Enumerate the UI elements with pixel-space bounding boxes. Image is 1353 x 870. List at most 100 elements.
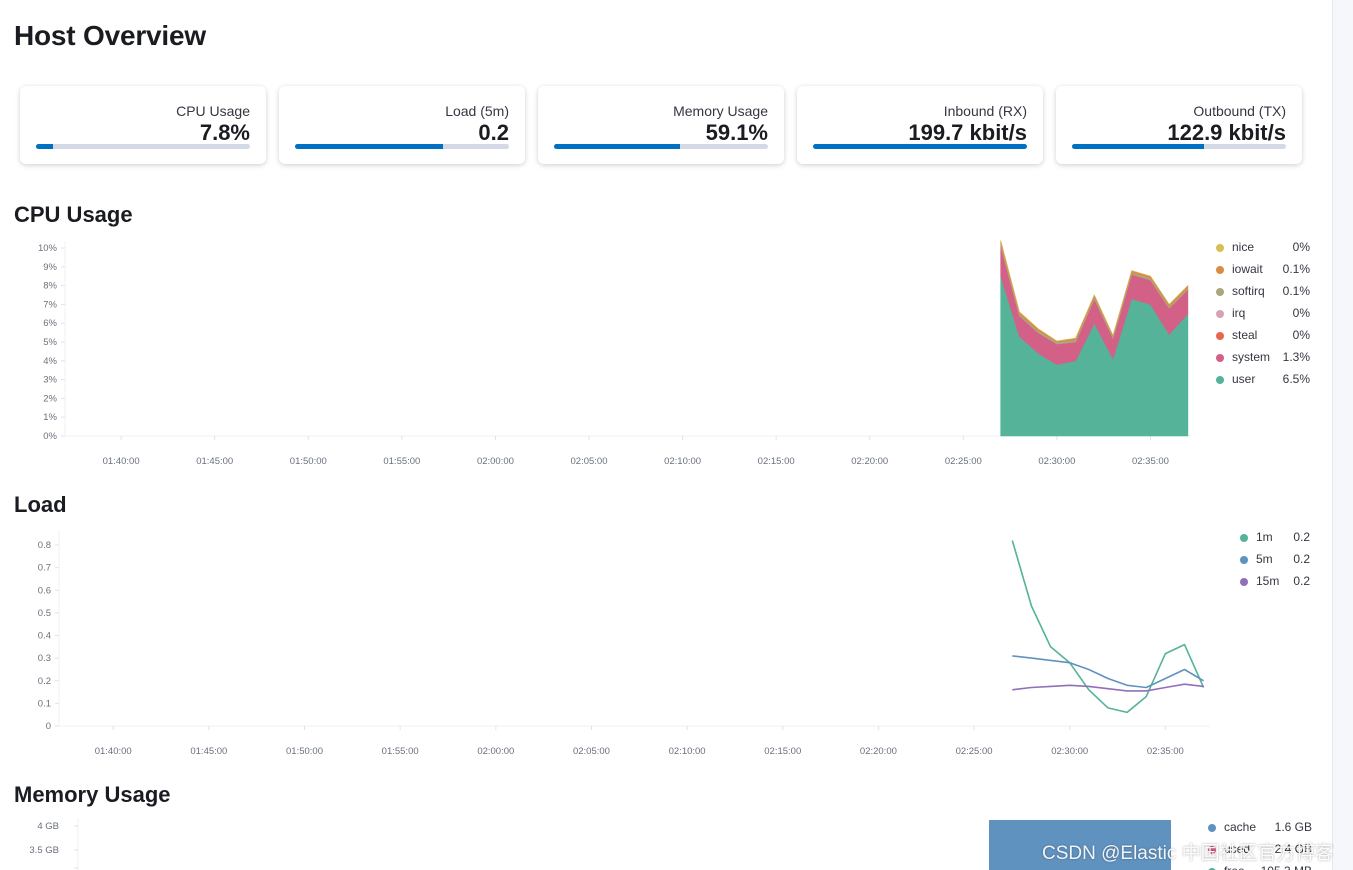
legend-swatch: [1240, 534, 1248, 542]
x-tick-label: 02:05:00: [571, 456, 608, 467]
legend-item-5m[interactable]: 5m 0.2: [1240, 552, 1310, 568]
y-tick-label: 0%: [43, 431, 57, 442]
legend-item-steal[interactable]: steal 0%: [1216, 328, 1310, 344]
y-tick-label: 4%: [43, 356, 57, 367]
scrollbar-track[interactable]: [1332, 0, 1353, 870]
kpi-value: 0.2: [478, 120, 509, 145]
legend-swatch: [1240, 556, 1248, 564]
y-tick-label: 0.2: [38, 676, 51, 687]
legend-swatch: [1208, 846, 1216, 854]
y-tick-label: 9%: [43, 262, 57, 273]
x-tick-label: 02:35:00: [1132, 456, 1169, 467]
line-series-15m[interactable]: [1012, 683, 1204, 692]
legend-value: 0.2: [1293, 574, 1310, 588]
legend-swatch: [1240, 578, 1248, 586]
legend-item-iowait[interactable]: iowait 0.1%: [1216, 262, 1310, 278]
x-tick-label: 02:35:00: [1147, 746, 1184, 757]
y-tick-label: 4 GB: [37, 821, 59, 832]
kpi-progress-fill: [554, 144, 681, 149]
kpi-value: 199.7 kbit/s: [908, 120, 1027, 145]
kpi-progress-fill: [36, 144, 53, 149]
legend-label: nice: [1232, 240, 1255, 254]
line-series-1m[interactable]: [1011, 540, 1205, 714]
kpi-label: Memory Usage: [673, 103, 768, 119]
x-tick-label: 01:40:00: [95, 746, 132, 757]
legend-swatch: [1216, 266, 1224, 274]
legend-item-cache[interactable]: cache 1.6 GB: [1208, 820, 1312, 836]
legend-item-irq[interactable]: irq 0%: [1216, 306, 1310, 322]
x-tick-label: 01:55:00: [382, 746, 419, 757]
bar-series-cache[interactable]: [989, 820, 1171, 870]
kpi-label: CPU Usage: [176, 103, 250, 119]
load-chart[interactable]: 0 0.1 0.2 0.3 0.4 0.5 0.6 0.7 0.8 01:40:00 01:45:0…: [0, 526, 1215, 766]
y-tick-label: 1%: [43, 412, 57, 423]
y-tick-label: 0.7: [38, 563, 51, 574]
kpi-label: Inbound (RX): [943, 103, 1027, 119]
cpu-usage-chart[interactable]: 0% 1% 2% 3% 4% 5% 6% 7% 8% 9% 10% 01:40:00 01:45:00 0…: [0, 236, 1205, 476]
x-tick-label: 01:55:00: [383, 456, 420, 467]
kpi-card-memory[interactable]: Memory Usage 59.1%: [538, 86, 784, 164]
kpi-card-outbound[interactable]: Outbound (TX) 122.9 kbit/s: [1056, 86, 1302, 164]
legend-swatch: [1216, 310, 1224, 318]
legend-label: free: [1224, 864, 1245, 870]
legend-item-system[interactable]: system 1.3%: [1216, 350, 1310, 366]
legend-item-softirq[interactable]: softirq 0.1%: [1216, 284, 1310, 300]
legend-swatch: [1216, 376, 1224, 384]
legend-value: 6.5%: [1282, 372, 1310, 386]
x-tick-label: 01:45:00: [190, 746, 227, 757]
kpi-progress-track: [36, 144, 250, 149]
legend-item-1m[interactable]: 1m 0.2: [1240, 530, 1310, 546]
legend-value: 0%: [1292, 306, 1310, 320]
page-title: Host Overview: [14, 20, 206, 51]
legend-item-used[interactable]: used 2.4 GB: [1208, 842, 1312, 858]
y-tick-label: 0.6: [38, 585, 51, 596]
x-tick-label: 02:00:00: [477, 456, 514, 467]
kpi-label: Load (5m): [445, 103, 509, 119]
kpi-progress-track: [813, 144, 1027, 149]
x-tick-label: 02:15:00: [764, 746, 801, 757]
legend-item-free[interactable]: free 105.3 MB: [1208, 864, 1312, 870]
legend-value: 0.2: [1293, 530, 1310, 544]
kpi-label: Outbound (TX): [1193, 103, 1286, 119]
x-tick-label: 01:50:00: [286, 746, 323, 757]
legend-label: steal: [1232, 328, 1258, 342]
area-series-nice[interactable]: [1000, 240, 1189, 342]
legend-item-15m[interactable]: 15m 0.2: [1240, 574, 1310, 590]
y-tick-label: 10%: [38, 243, 58, 254]
cpu-section-title: CPU Usage: [14, 202, 133, 227]
kpi-value: 7.8%: [199, 120, 250, 145]
legend-value: 105.3 MB: [1261, 864, 1312, 870]
memory-legend: cache 1.6 GB used 2.4 GB free 105.3 MB: [1208, 820, 1312, 870]
kpi-value: 122.9 kbit/s: [1167, 120, 1286, 145]
legend-swatch: [1208, 868, 1216, 870]
x-tick-label: 02:15:00: [758, 456, 795, 467]
legend-value: 2.4 GB: [1274, 842, 1312, 856]
y-tick-label: 8%: [43, 281, 57, 292]
legend-label: cache: [1224, 820, 1257, 834]
memory-usage-chart[interactable]: 4 GB 3.5 GB: [0, 812, 1180, 870]
y-tick-label: 0.3: [38, 653, 51, 664]
legend-label: iowait: [1232, 262, 1263, 276]
x-tick-label: 01:45:00: [196, 456, 233, 467]
legend-item-user[interactable]: user 6.5%: [1216, 372, 1310, 388]
legend-label: user: [1232, 372, 1256, 386]
kpi-card-inbound[interactable]: Inbound (RX) 199.7 kbit/s: [797, 86, 1043, 164]
legend-value: 0.1%: [1282, 284, 1310, 298]
x-tick-label: 01:40:00: [103, 456, 140, 467]
kpi-progress-track: [1072, 144, 1286, 149]
x-tick-label: 01:50:00: [290, 456, 327, 467]
y-tick-label: 0.5: [38, 608, 51, 619]
y-tick-label: 0.8: [38, 540, 51, 551]
kpi-card-load[interactable]: Load (5m) 0.2: [279, 86, 525, 164]
x-tick-label: 02:30:00: [1051, 746, 1088, 757]
line-series-5m[interactable]: [1012, 655, 1205, 689]
watermark: CSDN @Elastic 中国社区官方博客: [1042, 843, 1334, 864]
kpi-progress-fill: [295, 144, 443, 149]
legend-value: 1.3%: [1282, 350, 1310, 364]
y-tick-label: 6%: [43, 318, 57, 329]
y-tick-label: 7%: [43, 299, 57, 310]
legend-item-nice[interactable]: nice 0%: [1216, 240, 1310, 256]
kpi-card-cpu[interactable]: CPU Usage 7.8%: [20, 86, 266, 164]
kpi-progress-fill: [1072, 144, 1204, 149]
legend-label: used: [1224, 842, 1251, 856]
